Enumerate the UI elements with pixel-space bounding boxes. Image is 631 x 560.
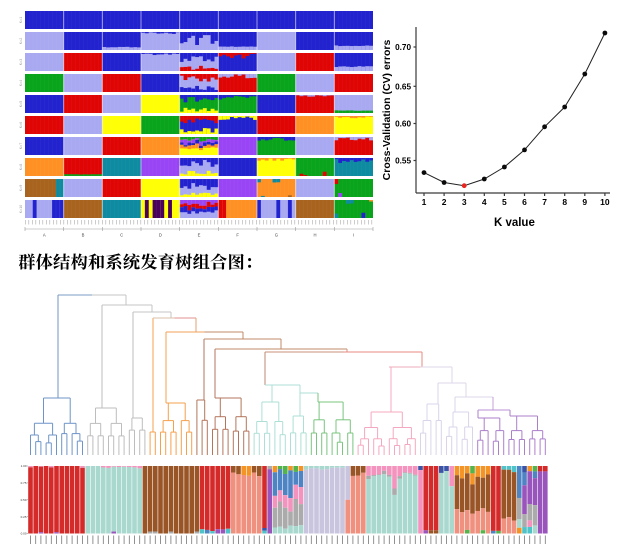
svg-text:Cross-Validation (CV) errors: Cross-Validation (CV) errors [381, 40, 393, 181]
svg-text:6: 6 [522, 197, 527, 207]
svg-text:K=8: K=8 [19, 164, 23, 171]
svg-text:0.65: 0.65 [395, 82, 411, 91]
svg-text:E: E [198, 233, 201, 238]
svg-text:K=10: K=10 [19, 205, 23, 214]
svg-text:K=4: K=4 [19, 80, 23, 87]
svg-text:4: 4 [482, 197, 487, 207]
svg-text:C: C [120, 233, 123, 238]
svg-text:7: 7 [542, 197, 547, 207]
svg-text:1.00: 1.00 [21, 464, 27, 468]
svg-text:K=6: K=6 [19, 122, 23, 129]
svg-text:K=5: K=5 [19, 101, 23, 108]
svg-text:2: 2 [442, 197, 447, 207]
svg-text:K=7: K=7 [19, 143, 23, 150]
svg-text:K value: K value [494, 217, 535, 229]
svg-text:1: 1 [422, 197, 427, 207]
svg-text:K=9: K=9 [19, 185, 23, 192]
svg-text:5: 5 [502, 197, 507, 207]
svg-text:10: 10 [600, 197, 610, 207]
svg-text:9: 9 [582, 197, 587, 207]
svg-text:K=1: K=1 [19, 17, 23, 24]
svg-text:H: H [313, 233, 316, 238]
svg-text:0.60: 0.60 [395, 120, 411, 129]
svg-text:8: 8 [562, 197, 567, 207]
svg-text:0.50: 0.50 [21, 498, 27, 502]
svg-text:D: D [159, 233, 162, 238]
svg-text:0.75: 0.75 [21, 481, 27, 485]
svg-text:F: F [236, 233, 239, 238]
svg-text:K=2: K=2 [19, 38, 23, 45]
svg-text:B: B [82, 233, 85, 238]
svg-text:0.55: 0.55 [395, 157, 411, 166]
svg-text:0.70: 0.70 [395, 43, 411, 52]
svg-text:K=3: K=3 [19, 59, 23, 66]
svg-text:G: G [275, 233, 278, 238]
svg-text:A: A [43, 233, 46, 238]
svg-text:3: 3 [462, 197, 467, 207]
svg-text:0.25: 0.25 [21, 515, 27, 519]
svg-text:I: I [353, 233, 354, 238]
svg-text:0.00: 0.00 [21, 532, 27, 536]
